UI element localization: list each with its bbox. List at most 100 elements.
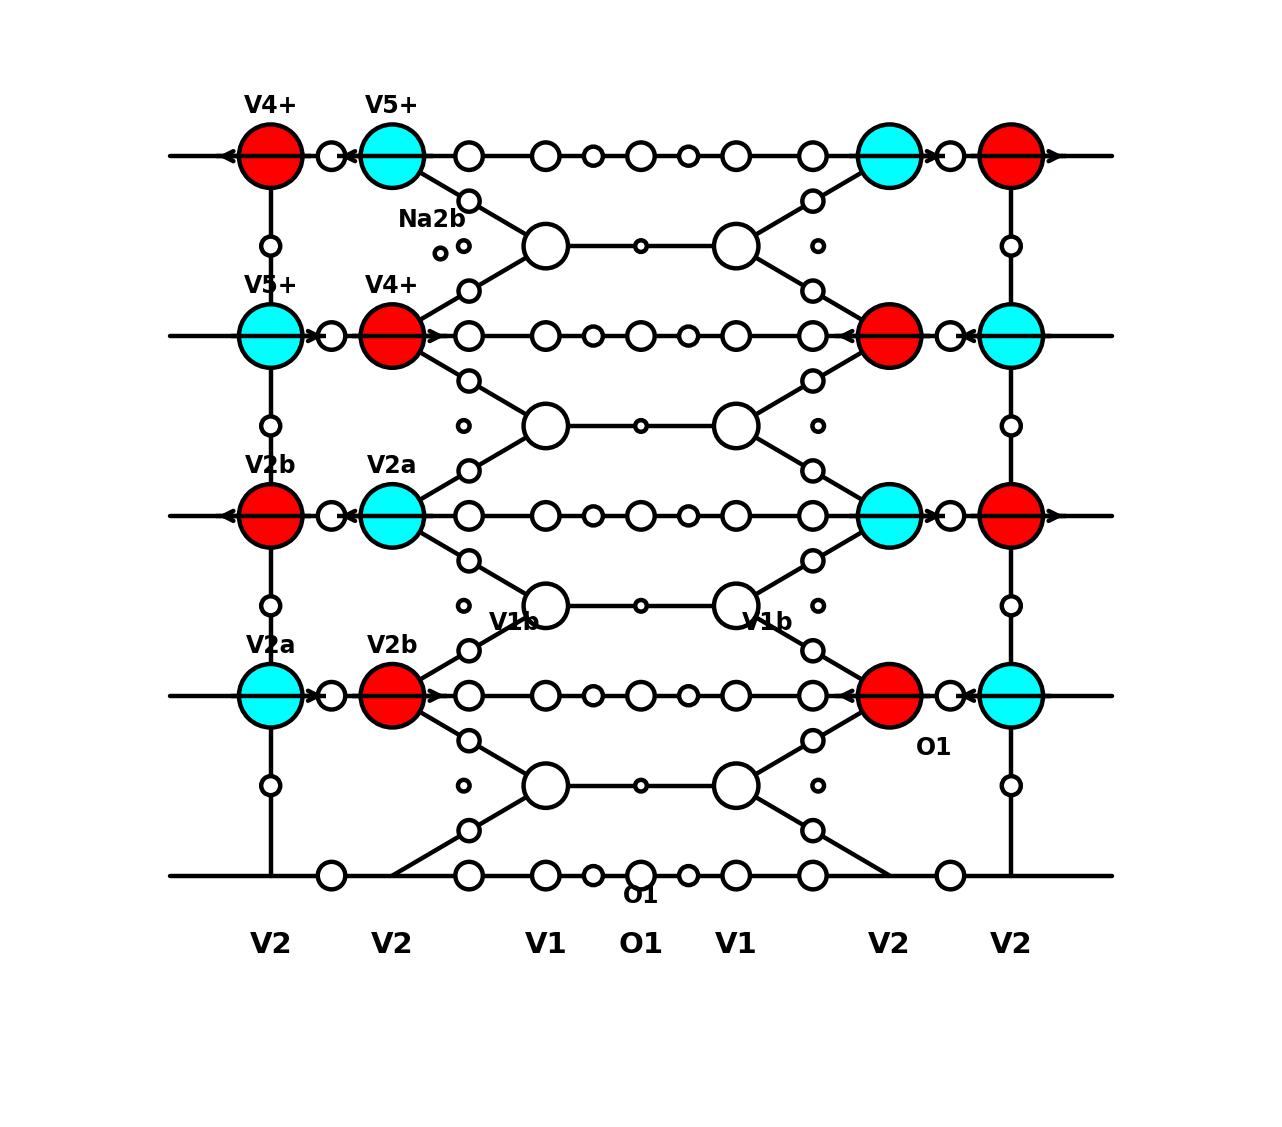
Circle shape bbox=[635, 600, 647, 612]
Circle shape bbox=[458, 240, 469, 252]
Text: V4+: V4+ bbox=[244, 94, 297, 118]
Circle shape bbox=[799, 682, 827, 710]
Circle shape bbox=[803, 550, 823, 571]
Circle shape bbox=[459, 820, 479, 841]
Circle shape bbox=[318, 862, 345, 889]
Circle shape bbox=[627, 322, 655, 349]
Circle shape bbox=[858, 664, 922, 728]
Circle shape bbox=[458, 420, 469, 432]
Circle shape bbox=[532, 862, 559, 889]
Circle shape bbox=[627, 142, 655, 170]
Circle shape bbox=[803, 460, 823, 481]
Circle shape bbox=[360, 304, 424, 367]
Circle shape bbox=[723, 682, 750, 710]
Circle shape bbox=[803, 281, 823, 302]
Circle shape bbox=[635, 780, 647, 791]
Circle shape bbox=[318, 322, 345, 349]
Circle shape bbox=[635, 420, 647, 432]
Circle shape bbox=[435, 248, 446, 259]
Circle shape bbox=[714, 403, 759, 449]
Circle shape bbox=[455, 682, 483, 710]
Circle shape bbox=[583, 327, 603, 346]
Circle shape bbox=[723, 142, 750, 170]
Text: O1: O1 bbox=[618, 931, 664, 959]
Circle shape bbox=[318, 142, 345, 170]
Text: V1b: V1b bbox=[488, 611, 541, 636]
Circle shape bbox=[723, 862, 750, 889]
Text: V2: V2 bbox=[868, 931, 912, 959]
Text: V2b: V2b bbox=[367, 633, 418, 658]
Circle shape bbox=[262, 417, 281, 435]
Circle shape bbox=[937, 682, 964, 710]
Circle shape bbox=[455, 503, 483, 530]
Circle shape bbox=[714, 584, 759, 628]
Circle shape bbox=[238, 304, 303, 367]
Circle shape bbox=[813, 240, 824, 252]
Circle shape bbox=[803, 371, 823, 391]
Text: O1: O1 bbox=[917, 736, 953, 760]
Text: V2: V2 bbox=[370, 931, 414, 959]
Text: V4+: V4+ bbox=[365, 274, 419, 298]
Circle shape bbox=[318, 682, 345, 710]
Circle shape bbox=[458, 780, 469, 791]
Circle shape bbox=[813, 420, 824, 432]
Circle shape bbox=[459, 281, 479, 302]
Circle shape bbox=[979, 304, 1044, 367]
Circle shape bbox=[714, 763, 759, 808]
Circle shape bbox=[1001, 237, 1020, 256]
Circle shape bbox=[458, 600, 469, 612]
Circle shape bbox=[523, 224, 568, 268]
Circle shape bbox=[714, 224, 759, 268]
Circle shape bbox=[679, 866, 699, 885]
Circle shape bbox=[459, 371, 479, 391]
Text: V5+: V5+ bbox=[365, 94, 419, 118]
Circle shape bbox=[723, 503, 750, 530]
Circle shape bbox=[583, 506, 603, 525]
Circle shape bbox=[360, 664, 424, 728]
Text: V1: V1 bbox=[524, 931, 567, 959]
Text: V2a: V2a bbox=[245, 633, 296, 658]
Circle shape bbox=[238, 124, 303, 188]
Circle shape bbox=[459, 190, 479, 212]
Circle shape bbox=[803, 730, 823, 752]
Circle shape bbox=[523, 763, 568, 808]
Circle shape bbox=[238, 485, 303, 548]
Circle shape bbox=[523, 584, 568, 628]
Circle shape bbox=[627, 682, 655, 710]
Circle shape bbox=[813, 600, 824, 612]
Circle shape bbox=[532, 682, 559, 710]
Circle shape bbox=[635, 240, 647, 252]
Circle shape bbox=[937, 142, 964, 170]
Circle shape bbox=[937, 322, 964, 349]
Circle shape bbox=[627, 503, 655, 530]
Text: V2b: V2b bbox=[245, 454, 296, 478]
Text: O1: O1 bbox=[623, 884, 659, 908]
Circle shape bbox=[583, 147, 603, 166]
Circle shape bbox=[937, 862, 964, 889]
Circle shape bbox=[455, 142, 483, 170]
Circle shape bbox=[459, 460, 479, 481]
Circle shape bbox=[532, 142, 559, 170]
Text: V2: V2 bbox=[250, 931, 292, 959]
Circle shape bbox=[803, 820, 823, 841]
Circle shape bbox=[803, 190, 823, 212]
Circle shape bbox=[679, 686, 699, 706]
Circle shape bbox=[799, 862, 827, 889]
Circle shape bbox=[523, 403, 568, 449]
Text: V2: V2 bbox=[990, 931, 1032, 959]
Circle shape bbox=[1001, 596, 1020, 615]
Circle shape bbox=[459, 550, 479, 571]
Text: V5+: V5+ bbox=[244, 274, 297, 298]
Circle shape bbox=[799, 142, 827, 170]
Circle shape bbox=[799, 503, 827, 530]
Circle shape bbox=[803, 640, 823, 662]
Circle shape bbox=[1001, 777, 1020, 796]
Circle shape bbox=[799, 322, 827, 349]
Circle shape bbox=[679, 147, 699, 166]
Circle shape bbox=[979, 664, 1044, 728]
Text: V2a: V2a bbox=[367, 454, 418, 478]
Circle shape bbox=[858, 304, 922, 367]
Circle shape bbox=[813, 780, 824, 791]
Circle shape bbox=[583, 866, 603, 885]
Circle shape bbox=[858, 124, 922, 188]
